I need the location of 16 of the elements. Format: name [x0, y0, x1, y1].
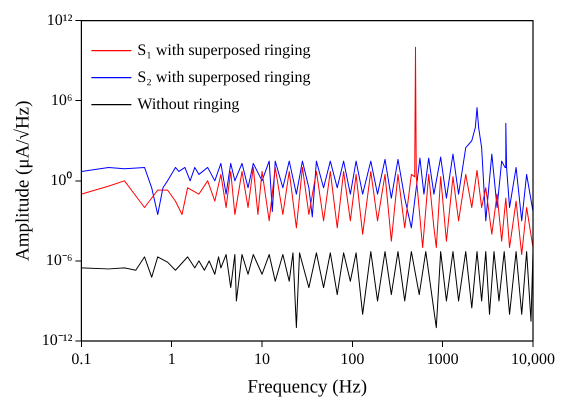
x-tick-label: 0.1 [71, 350, 92, 368]
y-tick-label: 10⁻¹² [42, 332, 73, 350]
y-tick-label: 10⁶ [50, 92, 72, 109]
x-tick-label: 1000 [426, 350, 459, 368]
y-axis-title: Amplitude (μA/√Hz) [12, 100, 34, 262]
y-tick-label: 10¹² [46, 12, 73, 29]
y-tick-label: 10⁻⁶ [46, 252, 72, 270]
x-tick-label: 10,000 [511, 350, 555, 368]
legend-label: S₂ with superposed ringing [137, 68, 311, 86]
x-tick-label: 10 [254, 350, 270, 368]
legend-label: Without ringing [137, 96, 240, 113]
y-tick-label: 10⁰ [50, 171, 72, 190]
legend-label: S₁ with superposed ringing [137, 42, 311, 59]
x-tick-label: 1 [168, 350, 176, 368]
x-tick-label: 100 [340, 350, 364, 368]
x-axis-title: Frequency (Hz) [247, 376, 368, 398]
